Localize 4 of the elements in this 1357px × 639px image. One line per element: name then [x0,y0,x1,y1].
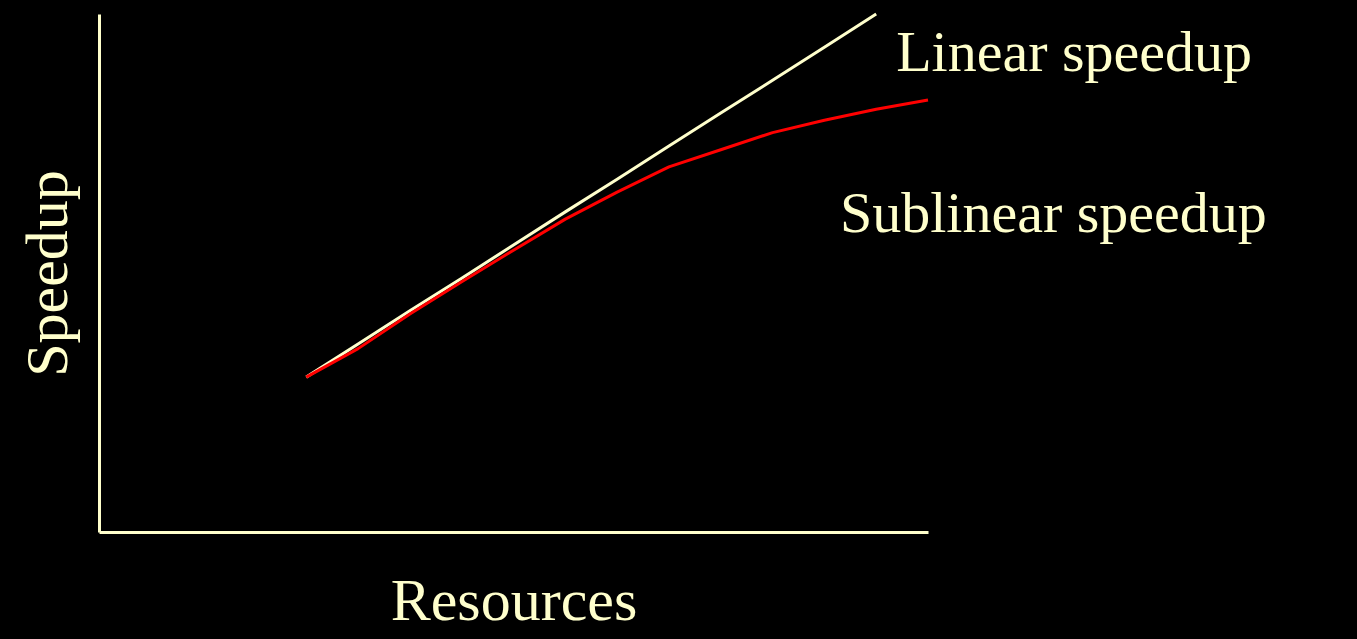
series-label: Linear speedup [896,19,1253,84]
series-label: Sublinear speedup [840,179,1267,245]
x-axis-title: Resources [390,566,638,633]
y-axis-title: Speedup [13,170,80,377]
